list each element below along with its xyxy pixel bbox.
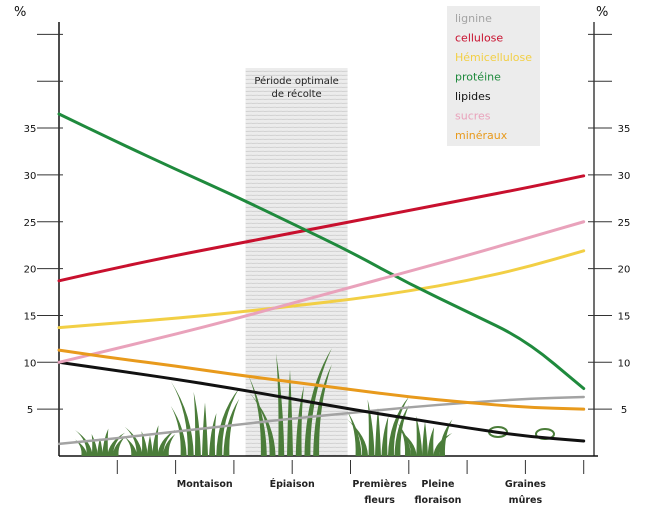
plant-blade-icon <box>433 432 453 456</box>
stage-label: fleurs <box>364 495 395 506</box>
plant-blade-icon <box>107 432 125 456</box>
plant-blade-icon <box>75 439 88 456</box>
plant-blade-icon <box>381 416 389 456</box>
stage-label: mûres <box>509 495 543 506</box>
legend-item: sucres <box>455 110 491 123</box>
plant-blade-icon <box>223 398 240 456</box>
series-line-lipides <box>57 360 586 443</box>
plant-blade-icon <box>124 426 143 456</box>
y-tick-label-left: 30 <box>24 171 37 182</box>
plant-blade-icon <box>162 434 176 456</box>
plant-blade-icon <box>287 369 293 456</box>
series-line-sucres <box>57 220 586 364</box>
plant-blade-icon <box>387 396 410 456</box>
plant-blade-icon <box>397 429 417 456</box>
plant-blade-icon <box>415 415 423 456</box>
y-tick-label-right: 35 <box>618 124 631 135</box>
plant-blade-icon <box>397 423 411 456</box>
legend-item: lignine <box>455 12 492 25</box>
legend-item: minéraux <box>455 129 508 142</box>
y-tick-label-right: 10 <box>618 358 631 369</box>
series-line-mineraux <box>57 348 586 411</box>
plant-blade-icon <box>346 419 369 456</box>
y-tick-label-left: 10 <box>24 358 37 369</box>
y-tick-label-right: 5 <box>621 405 627 416</box>
plant-blade-icon <box>313 364 332 456</box>
legend-item: Hémicellulose <box>455 51 532 64</box>
plant-blade-icon <box>439 419 453 456</box>
y-tick-label-left: 35 <box>24 124 37 135</box>
plant-blade-icon <box>75 429 93 456</box>
stage-label: Montaison <box>177 479 233 490</box>
plant-blade-icon <box>157 429 176 456</box>
plant-blade-icon <box>97 438 103 456</box>
plant-blade-icon <box>141 431 148 456</box>
optimal-harvest-period <box>245 68 348 456</box>
plant-blade-icon <box>124 436 138 456</box>
plant-blade-icon <box>147 435 153 456</box>
y-tick-label-right: 25 <box>618 218 631 229</box>
y-axis-label-left: % <box>14 5 26 20</box>
plant-blade-icon <box>304 348 332 456</box>
legend-box <box>447 6 540 146</box>
y-tick-label-left: 5 <box>27 405 33 416</box>
y-tick-label-left: 20 <box>24 265 37 276</box>
plant-blade-icon <box>152 425 159 456</box>
stage-label: Graines <box>505 479 546 490</box>
optimal-period-label: Période optimale <box>254 75 338 87</box>
legend-item: protéine <box>455 71 501 84</box>
legend-item: cellulose <box>455 32 503 45</box>
series-line-cellulose <box>57 174 586 283</box>
y-tick-label-right: 15 <box>618 311 631 322</box>
plant-blade-icon <box>346 410 362 456</box>
stage-label: Premières <box>352 479 407 490</box>
plant-blade-icon <box>170 406 187 456</box>
plant-blade-icon <box>375 407 381 456</box>
plant-blade-icon <box>248 375 267 456</box>
plant-blade-icon <box>193 391 201 456</box>
plant-blade-icon <box>295 385 304 456</box>
y-axis-label-right: % <box>596 5 608 20</box>
y-tick-label-right: 30 <box>618 171 631 182</box>
plant-blade-icon <box>422 421 428 456</box>
series-line-lignine <box>57 395 585 446</box>
plant-blade-icon <box>209 413 217 456</box>
y-tick-label-left: 15 <box>24 311 37 322</box>
plant-blade-icon <box>216 388 240 456</box>
plant-blade-icon <box>367 399 375 456</box>
plant-blade-icon <box>102 428 109 456</box>
plant-blade-icon <box>91 434 98 456</box>
series-line-proteine <box>57 112 586 391</box>
plant-blade-icon <box>170 381 194 456</box>
plant-blade-icon <box>427 427 435 456</box>
y-tick-label-left: 25 <box>24 218 37 229</box>
y-tick-label-right: 20 <box>618 265 631 276</box>
plant-blade-icon <box>112 436 125 456</box>
stage-label: Épiaison <box>270 478 315 490</box>
stage-label: Pleine <box>421 479 454 490</box>
series-line-hemicellulose <box>57 249 586 330</box>
legend-item: lipides <box>455 90 491 103</box>
stage-label: floraison <box>415 495 462 506</box>
plant-blade-icon <box>248 391 276 456</box>
optimal-period-label: de récolte <box>271 88 321 100</box>
